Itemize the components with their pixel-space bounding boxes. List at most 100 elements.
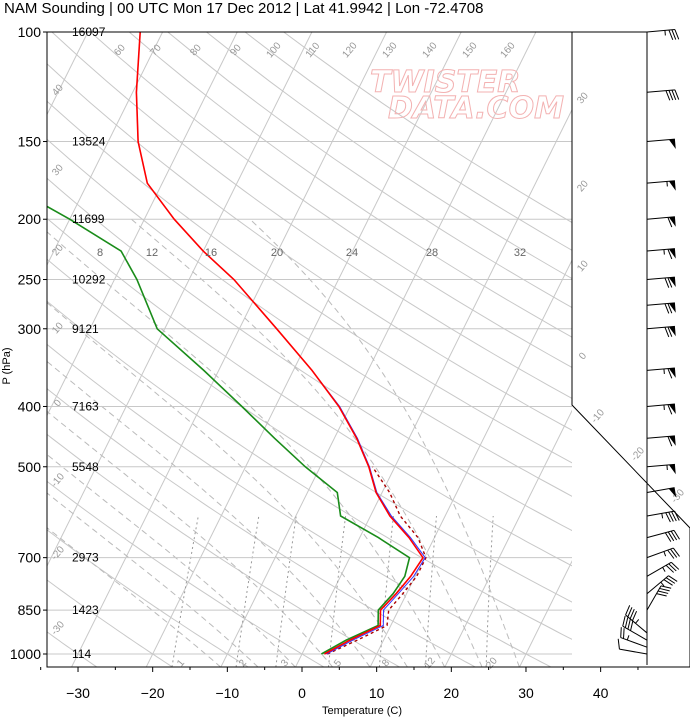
moist-adiabat [131,218,483,667]
mixing-ratio-line [485,515,494,667]
wind-barb [646,585,672,611]
wind-barb [646,510,680,523]
adiabat-label: 120 [341,40,360,60]
dry-adiabat [47,63,572,431]
adiabat-label: 160 [499,40,518,60]
temperature-tick-label: 20 [444,685,460,701]
isotherm [71,32,388,667]
wind-barb [646,403,676,415]
adiabat-label: 100 [265,40,284,60]
mixing-ratio-label: 12 [146,247,158,259]
dry-adiabat [47,343,552,667]
height-label: 13524 [72,135,106,149]
isotherm [369,259,572,667]
adiabat-label: 30 [575,90,591,106]
isotherm [47,32,238,417]
dry-adiabat [47,579,173,667]
wind-barb [646,248,676,260]
adiabat-label: 80 [188,42,204,58]
wind-barb [646,276,676,288]
dry-adiabat [128,32,572,338]
dry-adiabat [51,32,572,400]
height-label: 10292 [72,273,106,287]
wind-barb [625,605,648,634]
isotherm [145,32,462,667]
adiabat-label: 10 [50,320,66,336]
mixing-ratio-label: 20 [271,247,283,259]
wind-barb [646,367,676,379]
mixing-ratio-label: 24 [346,247,358,259]
parcel-line [327,466,427,655]
adiabat-label: 60 [112,42,128,58]
isotherm [295,108,572,667]
chart-title: NAM Sounding | 00 UTC Mon 17 Dec 2012 | … [4,0,484,17]
mixing-ratio-label: 8 [380,657,392,669]
adiabat-label: 130 [381,40,400,60]
mixing-ratio-label: 28 [426,247,438,259]
adiabat-label: -20 [49,544,67,562]
height-label: 1423 [72,603,99,617]
dewpoint-line [47,205,411,655]
mixing-ratio-line [275,515,297,667]
dry-adiabat [47,100,572,464]
adiabat-label: 150 [461,40,480,60]
isotherm [47,32,313,568]
temperature-tick-label: 0 [298,685,306,701]
temperature-tick-label: −10 [215,685,239,701]
moist-adiabat [47,360,371,667]
adiabat-label: 20 [575,178,591,194]
adiabat-label: -20 [629,445,647,463]
mixing-ratio-label: 3 [279,657,291,669]
temperature-tick-label: −30 [66,685,90,701]
moist-adiabat [249,218,520,667]
adiabat-label: 140 [421,40,440,60]
dry-adiabat [47,177,572,532]
dry-adiabat [90,32,572,369]
moist-adiabat [47,301,408,667]
adiabat-label: 30 [50,162,66,178]
adiabat-label: 20 [50,242,66,258]
y-axis-title: P (hPa) [1,347,13,384]
mixing-ratio-line [327,515,347,667]
wind-barb [646,216,676,228]
pressure-tick-label: 700 [18,550,42,566]
isotherm [47,32,164,267]
plot-frame [46,31,690,668]
pressure-tick-label: 400 [18,398,42,414]
wind-barb [646,561,680,577]
pressure-tick-label: 850 [18,602,42,618]
isotherm [220,32,537,667]
mixing-ratio-line [171,515,199,667]
dry-adiabat [47,529,249,667]
pressure-tick-label: 300 [18,321,42,337]
dry-adiabat [206,32,572,280]
height-label: 2973 [72,551,99,565]
dry-adiabat [47,433,401,667]
x-axis-title: Temperature (C) [322,705,402,717]
temperature-tick-label: 30 [518,685,534,701]
svg-text:DATA.COM: DATA.COM [388,91,564,126]
adiabat-label: 40 [50,82,66,98]
wind-barb [646,325,676,338]
dry-adiabat [47,138,572,497]
dry-adiabat [47,258,572,603]
wind-barb [646,547,680,559]
svg-text:TWISTER: TWISTER [370,65,520,100]
pressure-tick-label: 200 [18,211,42,227]
moist-adiabat [47,527,222,667]
dry-adiabat [244,32,572,251]
height-label: 7163 [72,399,99,413]
mixing-ratio-label: 1 [175,657,187,669]
mixing-ratio-label: 32 [514,247,526,259]
dry-adiabat [47,217,572,567]
wind-barb [622,615,648,641]
wind-barb [646,529,680,542]
height-label: 16097 [72,25,106,39]
pressure-tick-label: 100 [18,24,42,40]
temperature-tick-label: 40 [593,685,609,701]
wind-barb [646,487,677,498]
mixing-ratio-label: 12 [422,655,438,671]
mixing-ratio-label: 5 [332,657,344,669]
wind-barb [646,180,676,191]
